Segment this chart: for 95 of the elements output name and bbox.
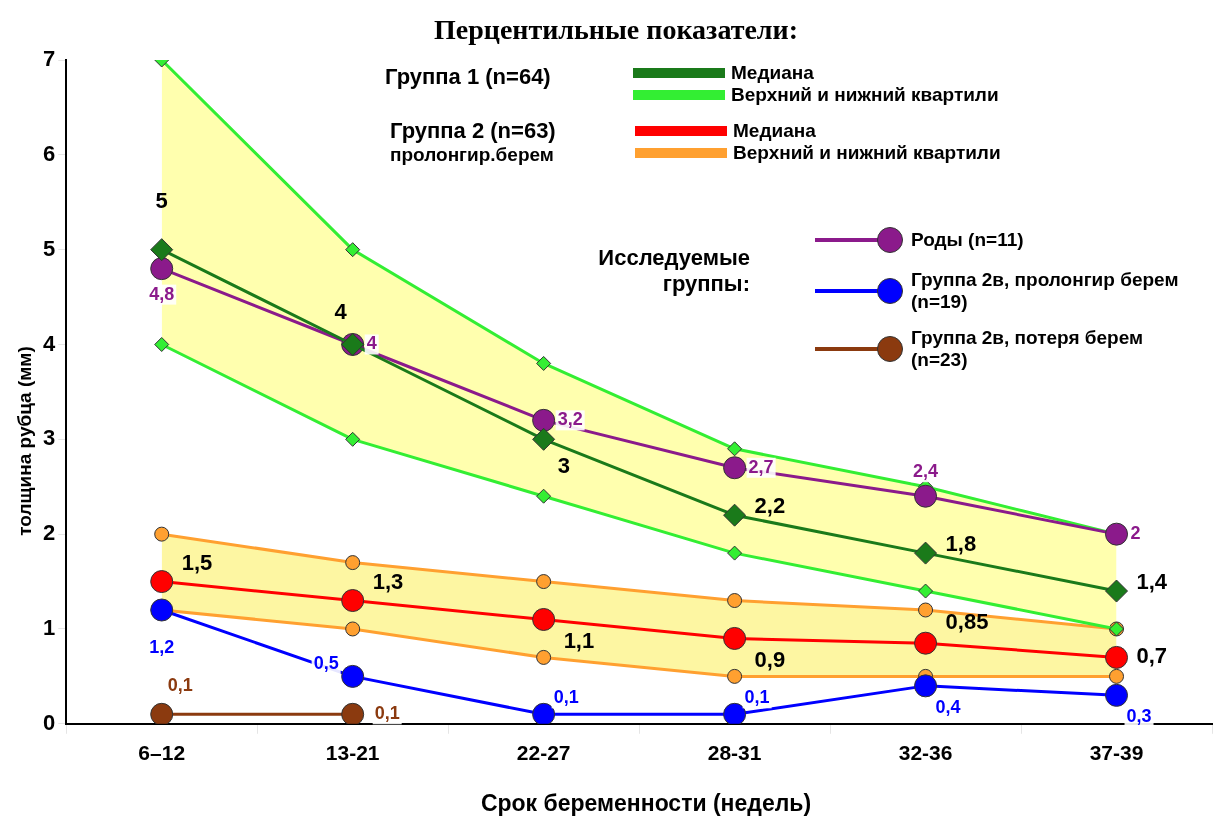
point [914, 541, 938, 565]
data-label: 0,85 [945, 609, 989, 635]
data-label: 0,9 [754, 646, 786, 672]
point [723, 503, 747, 527]
point [532, 427, 556, 451]
data-label: 4,8 [149, 283, 175, 304]
data-label: 2,7 [748, 456, 774, 477]
y-tick-label: 6 [42, 140, 56, 166]
data-label: 2 [1130, 523, 1141, 544]
point [723, 456, 747, 480]
point [345, 621, 361, 637]
point [918, 583, 934, 599]
point [723, 626, 747, 650]
point [727, 545, 743, 561]
data-label: 2,2 [754, 493, 786, 519]
data-label: 0,1 [553, 687, 579, 708]
point [532, 702, 556, 724]
y-tick-label: 3 [42, 425, 56, 451]
point [914, 484, 938, 508]
legend-label: Медиана [733, 120, 816, 142]
point [1105, 522, 1129, 546]
point [914, 631, 938, 655]
point [154, 336, 170, 352]
data-label: 5 [155, 187, 168, 213]
data-label: 2,4 [913, 461, 939, 482]
x-tick-label: 32-36 [898, 741, 953, 765]
point [723, 702, 747, 724]
point [914, 674, 938, 698]
y-tick-label: 1 [42, 615, 56, 641]
data-label: 4 [366, 333, 377, 354]
point [341, 664, 365, 688]
point [536, 649, 552, 665]
data-label: 0,1 [374, 703, 400, 724]
data-label: 1,4 [1136, 569, 1168, 595]
point [150, 570, 174, 594]
point [341, 702, 365, 724]
point [727, 668, 743, 684]
point [536, 488, 552, 504]
data-label: 0,1 [744, 687, 770, 708]
data-label: 1,8 [945, 531, 977, 557]
point [345, 555, 361, 571]
legend-label: Группа 2в, потеря берем (n=23) [911, 327, 1145, 371]
data-label: 4 [334, 298, 348, 324]
point [150, 598, 174, 622]
data-label: 0,1 [167, 675, 193, 696]
legend-label: Верхний и нижний квартили [733, 142, 1001, 164]
x-tick-label: 37-39 [1089, 741, 1144, 765]
data-label: 0,7 [1136, 643, 1168, 669]
data-label: 3,2 [557, 409, 583, 430]
data-label: 0,3 [1126, 706, 1152, 727]
point [1105, 683, 1129, 707]
legend-label: Верхний и нижний квартили [731, 84, 999, 106]
x-axis-title: Срок беременности (недель) [479, 790, 813, 817]
data-label: 0,4 [935, 696, 961, 717]
y-tick-label: 5 [42, 235, 56, 261]
y-tick-label: 0 [42, 709, 56, 735]
x-tick-label: 22-27 [516, 741, 571, 765]
chart-title: Перцентильные показатели: [433, 14, 799, 46]
point [150, 238, 174, 262]
data-label: 0,5 [313, 653, 339, 674]
point [532, 607, 556, 631]
data-label: 1,2 [149, 636, 175, 657]
x-tick-label: 6–12 [138, 741, 186, 765]
annotation: пролонгир.берем [390, 144, 555, 166]
x-tick-label: 28-31 [707, 741, 762, 765]
point [532, 408, 556, 432]
legend-label: Роды (n=11) [911, 229, 1025, 251]
point [536, 355, 552, 371]
point [918, 602, 934, 618]
y-axis-title: толщина рубца (мм) [14, 345, 36, 538]
point [1105, 645, 1129, 669]
x-tick-label: 13-21 [325, 741, 380, 765]
point [727, 441, 743, 457]
point [150, 702, 174, 724]
point [341, 589, 365, 613]
legend-label: Медиана [731, 62, 814, 84]
annotation: Группа 2 (n=63) [390, 118, 556, 144]
point [1109, 668, 1125, 684]
y-tick-label: 2 [42, 520, 56, 546]
y-tick-label: 7 [42, 46, 56, 72]
data-label: 1,3 [372, 568, 404, 594]
point [536, 574, 552, 590]
annotation: Исследуемые группы: [597, 245, 750, 297]
annotation: Группа 1 (n=64) [385, 64, 551, 90]
data-label: 1,5 [181, 549, 213, 575]
point [345, 431, 361, 447]
y-tick-label: 4 [42, 330, 56, 356]
point [150, 257, 174, 281]
point [154, 526, 170, 542]
data-label: 3 [557, 453, 570, 479]
legend-label: Группа 2в, пролонгир берем (n=19) [911, 269, 1180, 313]
point [345, 242, 361, 258]
data-label: 1,1 [563, 627, 595, 653]
point [727, 593, 743, 609]
point [1105, 579, 1129, 603]
